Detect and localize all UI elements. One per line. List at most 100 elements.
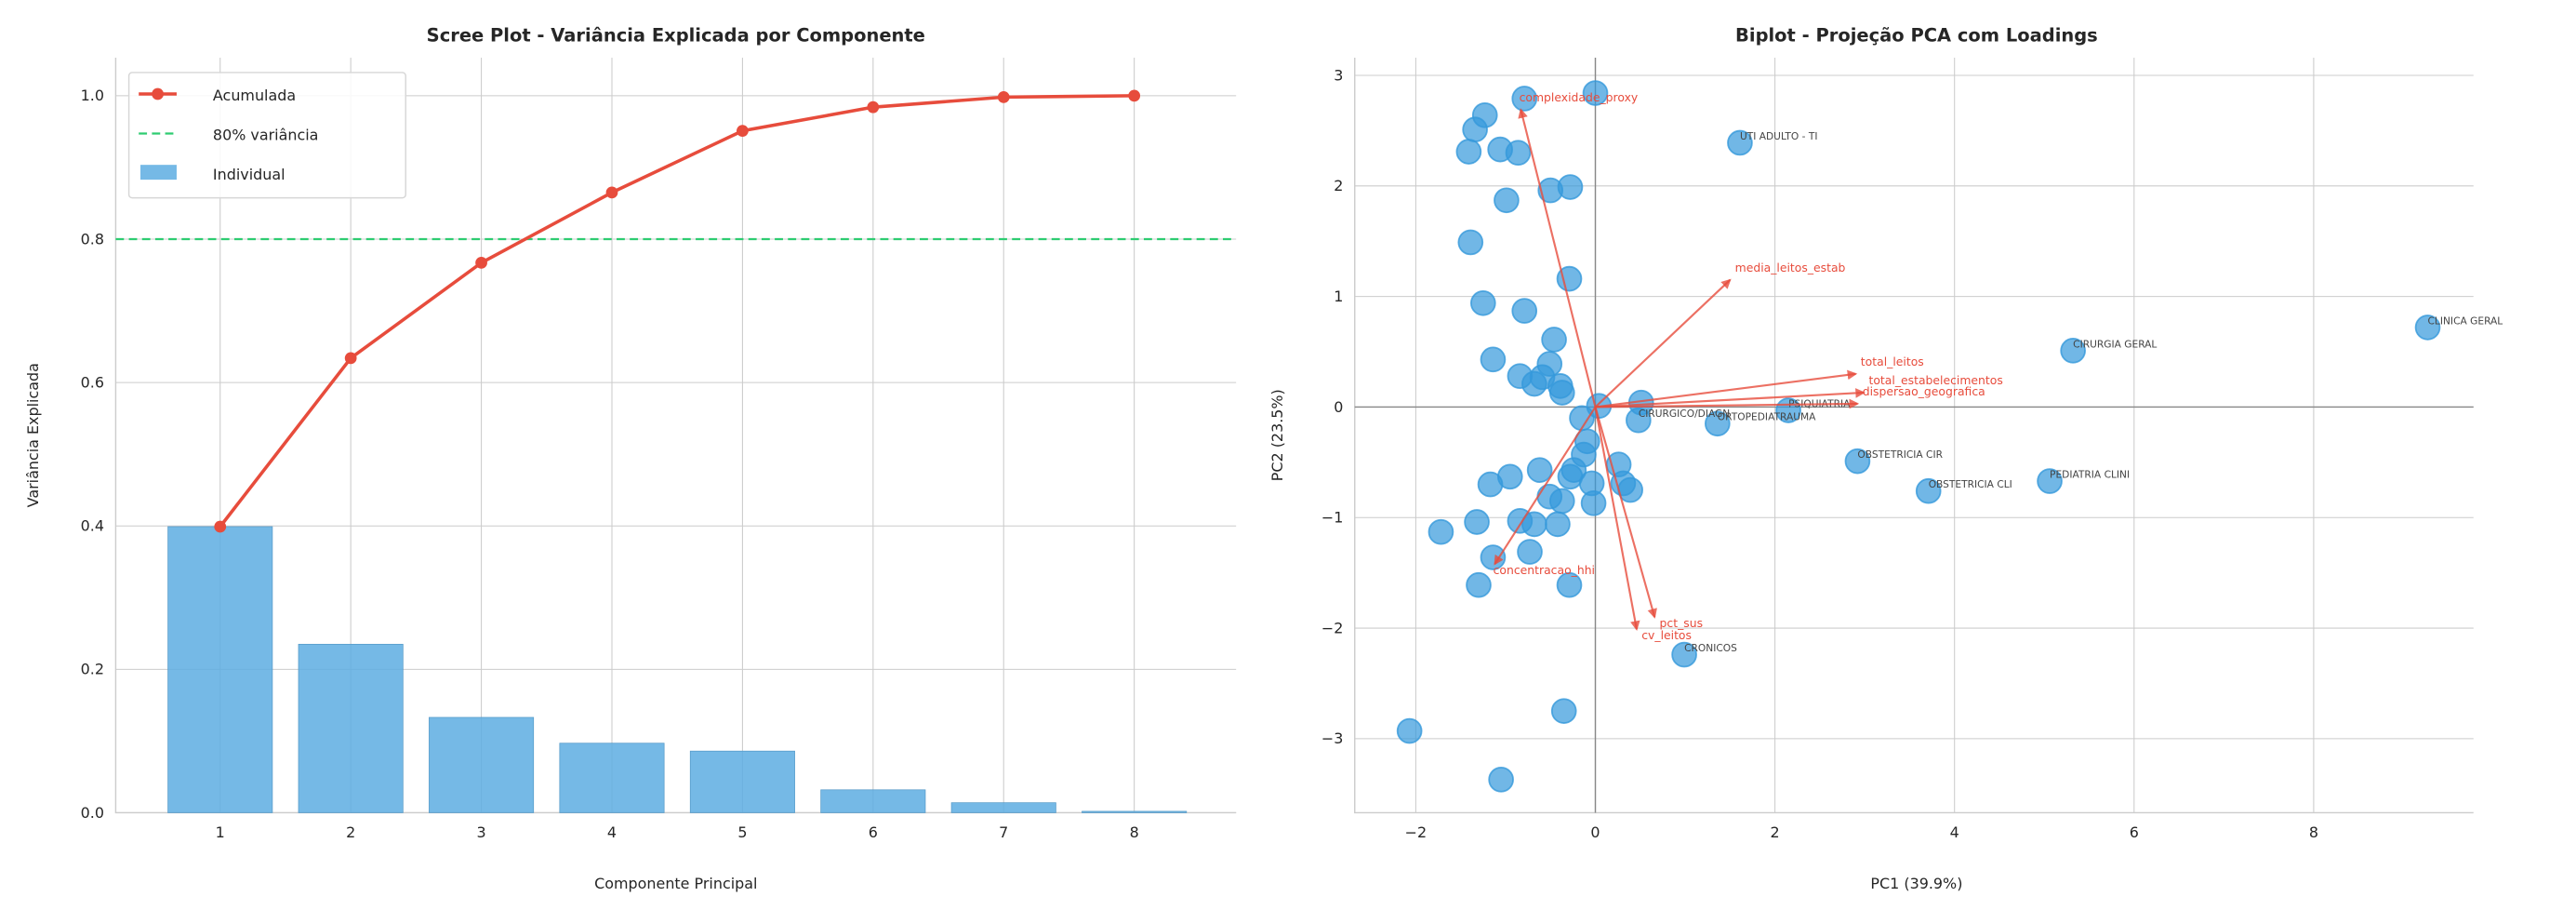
- y-tick-label: 1: [1334, 288, 1343, 305]
- scatter-point: [1511, 298, 1538, 324]
- bar-individual: [1082, 810, 1188, 813]
- x-tick-label: 1: [216, 823, 225, 841]
- scatter-point: [1464, 509, 1490, 535]
- loading-arrow: [1595, 369, 1858, 408]
- y-tick-label: −2: [1321, 619, 1344, 636]
- loading-arrow: [1494, 406, 1597, 566]
- point-label: OBSTETRICIA CLI: [1929, 478, 2012, 490]
- x-tick-label: 8: [2309, 823, 2318, 841]
- cumulative-marker: [214, 520, 227, 533]
- y-tick-label: −3: [1321, 729, 1344, 747]
- biplot: Biplot - Projeção PCA com Loadings PC1 (…: [1268, 24, 2503, 892]
- bar-individual: [559, 743, 665, 813]
- cumulative-line: [219, 94, 1135, 529]
- scatter-point: [1470, 289, 1496, 316]
- point-label: CLINICA GERAL: [2428, 314, 2503, 327]
- y-tick-label: 0: [1334, 398, 1343, 416]
- scatter-point: [1427, 518, 1454, 545]
- scatter-point: [1557, 174, 1584, 200]
- scatter-point: [1548, 488, 1575, 515]
- scatter-point: [2414, 314, 2441, 341]
- loading-label: pct_sus: [1660, 616, 1704, 630]
- scatter-point: [2060, 338, 2086, 364]
- bar-individual: [689, 750, 795, 813]
- legend: Acumulada 80% variância Individual: [127, 72, 406, 199]
- scatter-point: [2037, 468, 2063, 494]
- scatter-point: [1671, 641, 1697, 668]
- loading-label: total_leitos: [1861, 355, 1924, 368]
- legend-label: Acumulada: [213, 87, 296, 104]
- scatter-point: [1915, 477, 1942, 504]
- cumulative-marker: [997, 91, 1010, 103]
- cumulative-marker: [1128, 89, 1141, 102]
- x-tick-label: 6: [2130, 823, 2139, 841]
- x-tick-label: 8: [1130, 823, 1139, 841]
- x-tick-label: 3: [477, 823, 486, 841]
- legend-label: Individual: [213, 166, 285, 183]
- scatter-point: [1704, 410, 1731, 437]
- biplot-title: Biplot - Projeção PCA com Loadings: [1735, 24, 2098, 46]
- cumulative-marker: [605, 186, 618, 199]
- y-tick-label: 0.4: [81, 517, 104, 535]
- axis-spines: [1354, 58, 2474, 814]
- scatter-point: [1548, 380, 1575, 406]
- scatter-point: [1582, 80, 1609, 106]
- scatter-point: [1521, 370, 1547, 397]
- scatter-point: [1455, 139, 1482, 165]
- x-tick-label: 4: [607, 823, 617, 841]
- y-tick-label: −1: [1321, 509, 1344, 527]
- loading-arrow: [1518, 108, 1597, 408]
- cumulative-marker: [475, 257, 487, 269]
- legend-box: [127, 72, 406, 199]
- scatter-point: [1517, 539, 1543, 565]
- legend-swatch-individual: [139, 165, 177, 181]
- scatter-point: [1462, 116, 1488, 143]
- scatter-point: [1396, 717, 1423, 744]
- point-label: OBSTETRICIA CIR: [1857, 448, 1943, 461]
- scatter-point: [1626, 407, 1652, 434]
- y-tick-label: 0.0: [81, 804, 104, 822]
- scatter-point: [1505, 140, 1532, 167]
- y-tick-label: 1.0: [81, 87, 104, 104]
- cumulative-marker: [737, 125, 749, 137]
- scatter-point: [1526, 457, 1553, 483]
- loading-label: cv_leitos: [1641, 628, 1692, 642]
- cumulative-marker: [344, 352, 357, 365]
- scatter-point: [1541, 327, 1567, 353]
- x-tick-label: 0: [1590, 823, 1600, 841]
- loading-label: total_estabelecimentos: [1869, 373, 2003, 387]
- scree-xlabel: Componente Principal: [594, 875, 757, 892]
- bar-individual: [298, 644, 404, 813]
- x-tick-label: 2: [346, 823, 355, 841]
- scree-title: Scree Plot - Variância Explicada por Com…: [427, 24, 925, 46]
- point-label: CIRURGICO/DIAGN: [1639, 408, 1730, 420]
- y-tick-label: 0.8: [81, 230, 104, 248]
- bar-individual: [820, 789, 926, 813]
- scatter-point: [1488, 767, 1514, 793]
- scatter-point: [1477, 471, 1504, 498]
- x-tick-label: 4: [1950, 823, 1959, 841]
- scatter-point: [1466, 571, 1492, 598]
- scatter-point: [1545, 511, 1571, 538]
- y-tick-label: 0.6: [81, 373, 104, 391]
- legend-marker-cumulative: [152, 87, 164, 100]
- loading-arrow: [1595, 388, 1866, 408]
- scatter-point: [1550, 698, 1577, 724]
- scree-plot: Scree Plot - Variância Explicada por Com…: [24, 24, 1237, 892]
- bar-individual: [950, 802, 1056, 813]
- loading-arrow: [1594, 407, 1657, 619]
- bar-individual: [429, 716, 535, 813]
- scatter-point: [1556, 265, 1583, 292]
- biplot-xlabel: PC1 (39.9%): [1870, 875, 1962, 892]
- scatter-point: [1480, 346, 1507, 373]
- scatter-point: [1457, 229, 1484, 256]
- cumulative-marker: [867, 100, 880, 114]
- point-label: PEDIATRIA CLINI: [2050, 469, 2130, 481]
- loading-label: dispersao_geografica: [1863, 384, 1985, 398]
- legend-label: 80% variância: [213, 127, 319, 144]
- scatter-point: [1580, 489, 1607, 516]
- y-tick-label: 3: [1334, 66, 1343, 84]
- x-tick-label: 7: [999, 823, 1008, 841]
- point-label: CIRURGIA GERAL: [2073, 338, 2157, 350]
- loading-label: media_leitos_estab: [1735, 261, 1846, 274]
